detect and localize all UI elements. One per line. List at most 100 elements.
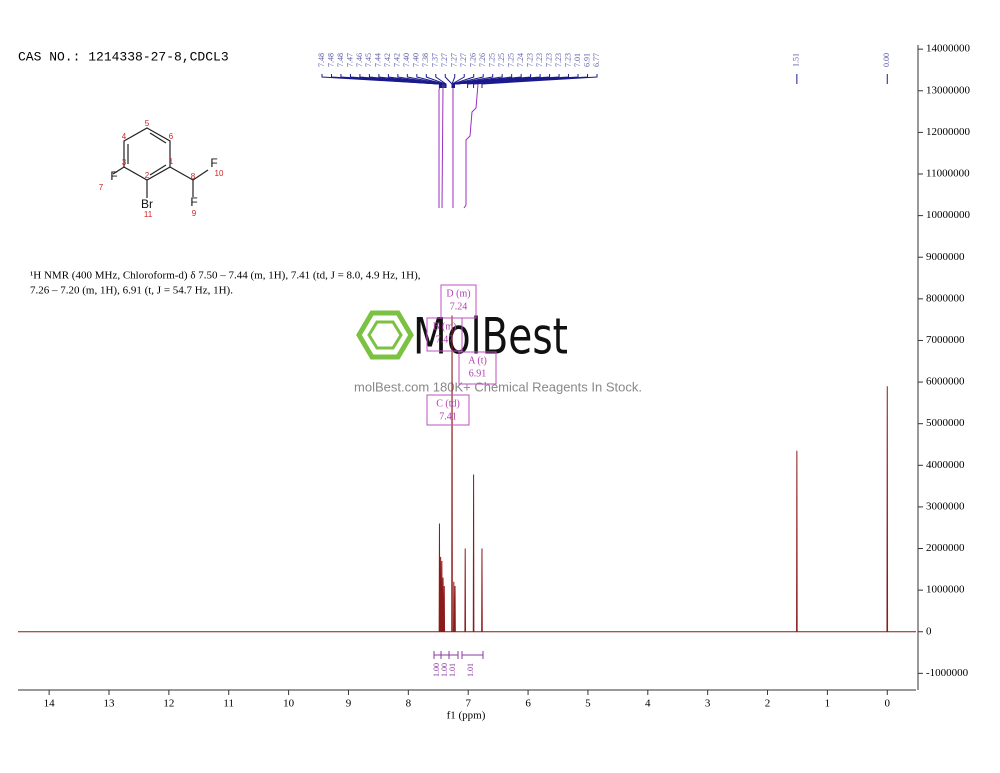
bonds: [112, 166, 209, 198]
y-tick-label: 12000000: [926, 126, 971, 138]
peak-label: 7.23: [554, 53, 563, 67]
peak-label: 7.42: [393, 53, 402, 67]
integral-curve: [438, 81, 483, 209]
logo-text: MolBest: [413, 308, 568, 366]
y-tick-label: 0: [926, 625, 932, 637]
y-tick-label: 2000000: [926, 542, 965, 554]
peak-label: 7.37: [431, 53, 440, 67]
peak-label: 7.27: [440, 53, 449, 67]
y-tick-label: 4000000: [926, 459, 965, 471]
atom-number: 1: [169, 157, 174, 166]
peak-connector: [378, 74, 443, 88]
atom-number: 10: [215, 169, 224, 178]
peak-connector: [452, 74, 484, 88]
peak-label: 7.48: [326, 53, 335, 67]
plot: 14 13 12 11 10 9 8 7 6 5 4 3 2 1 0f1 (ppm)-10000000100…: [18, 43, 971, 722]
multiplet-label: A (t): [468, 355, 487, 366]
peak-label: 7.25: [506, 53, 515, 67]
y-tick-label: -1000000: [926, 667, 969, 679]
x-tick-label: 13: [103, 698, 115, 710]
peak-label: 6.77: [592, 53, 601, 67]
logo-icon: [356, 310, 414, 360]
peak-connector: [425, 74, 446, 88]
atom-number: 9: [192, 209, 197, 218]
peak-label: 1.51: [792, 53, 801, 67]
multiplet-shift: 7.47: [436, 334, 454, 345]
peak-label: 7.40: [402, 53, 411, 67]
peak-label: 0.00: [882, 53, 891, 67]
peak-label: 7.23: [563, 53, 572, 67]
atom-label: F: [110, 169, 117, 183]
atom-number: 4: [122, 132, 127, 141]
y-tick-label: 10000000: [926, 209, 971, 221]
atom-label: F: [210, 156, 217, 170]
atom-number: 2: [145, 171, 150, 180]
peak-label: 7.23: [525, 53, 534, 67]
peak-label: 7.25: [497, 53, 506, 67]
peak-connector: [451, 74, 465, 88]
x-tick-label: 11: [223, 698, 234, 710]
peak-label: 7.48: [336, 53, 345, 67]
peak-label: 7.44: [374, 53, 383, 67]
atom-number: 3: [122, 158, 127, 167]
y-tick-label: 13000000: [926, 84, 971, 96]
x-tick-label: 5: [585, 698, 591, 710]
multiplet-box: [426, 394, 470, 426]
peak-connector: [397, 74, 444, 88]
y-tick-label: 11000000: [926, 168, 970, 180]
y-tick-label: 6000000: [926, 376, 965, 388]
peak-label: 7.47: [345, 53, 354, 67]
y-tick-label: 1000000: [926, 584, 965, 596]
peak-label: 7.24: [516, 53, 525, 67]
x-tick-label: 0: [885, 698, 891, 710]
atom-number: 7: [99, 183, 104, 192]
atom-label: F: [190, 195, 197, 209]
integral-brackets: [433, 651, 484, 659]
atom-number: 6: [169, 132, 174, 141]
integral-curves: [438, 81, 483, 209]
integral-label: 1.01: [448, 663, 457, 677]
peak-label: 7.48: [317, 53, 326, 67]
integral-label: 1.01: [466, 663, 475, 677]
x-tick-label: 2: [765, 698, 771, 710]
y-tick-label: 3000000: [926, 500, 965, 512]
x-tick-label: 12: [163, 698, 174, 710]
multiplet-shift: 7.41: [439, 411, 457, 422]
y-tick-label: 14000000: [926, 43, 971, 55]
peak-label: 7.27: [450, 53, 459, 67]
x-tick-label: 6: [525, 698, 531, 710]
x-axis-label: f1 (ppm): [447, 710, 486, 722]
peak-connector: [435, 74, 447, 88]
y-tick-label: 7000000: [926, 334, 965, 346]
multiplet-shift: 6.91: [469, 368, 487, 379]
peak-label: 7.38: [421, 53, 430, 67]
y-tick-label: 5000000: [926, 417, 965, 429]
title: CAS NO.: 1214338-27-8,CDCL3: [18, 49, 229, 64]
x-tick-label: 7: [465, 698, 471, 710]
watermark: MolBest molBest.com 180K+ Chemical Reage…: [354, 308, 642, 395]
peak-label: 7.45: [364, 53, 373, 67]
y-tick-label: 9000000: [926, 251, 965, 263]
atom-label: Br: [141, 197, 153, 211]
x-tick-label: 9: [346, 698, 352, 710]
peak-label: 7.46: [355, 53, 364, 67]
x-tick-label: 1: [825, 698, 831, 710]
peak-label: 7.23: [535, 53, 544, 67]
atom-number: 8: [191, 172, 196, 181]
x-tick-label: 3: [705, 698, 711, 710]
x-tick-label: 4: [645, 698, 651, 710]
peak-label: 7.01: [573, 53, 582, 67]
nmr-description: 7.26 – 7.20 (m, 1H), 6.91 (t, J = 54.7 H…: [30, 285, 233, 297]
spectrum: [18, 315, 916, 633]
x-tick-label: 14: [44, 698, 56, 710]
multiplet-label: C (td): [436, 398, 460, 409]
peak-connector: [452, 74, 513, 88]
multiplet-label: D (m): [446, 288, 470, 299]
peak-connector: [416, 74, 445, 88]
peak-label: 7.40: [412, 53, 421, 67]
peak-label: 6.91: [582, 53, 591, 67]
peak-label: 7.23: [544, 53, 553, 67]
atom-number: 11: [144, 210, 153, 219]
